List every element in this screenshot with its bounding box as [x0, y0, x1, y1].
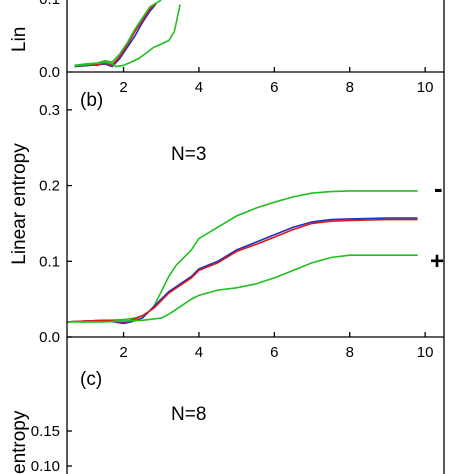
panel-c: 0.15 0.10 (c) N=8 entropy [9, 337, 445, 474]
panel-b-x-ticks: 2 4 6 8 10 [119, 332, 433, 361]
panel-b-axes [66, 72, 445, 338]
panel-b-xtick-label-4: 10 [417, 344, 434, 361]
panel-a-xtick-label-4: 10 [417, 79, 434, 96]
panel-c-label: (c) [80, 369, 102, 390]
panel-b-series [66, 190, 418, 325]
panel-b-label: (b) [80, 90, 103, 111]
panel-b-ytick-label-1: 0.1 [39, 253, 60, 270]
panel-a-series-2-line [74, 0, 162, 67]
panel-a-series-1-line [74, 1, 159, 67]
panel-a-ytick-partial: 0.1 [39, 0, 60, 8]
panel-a-ylabel: Lin [9, 27, 30, 52]
panel-b-xtick-label-1: 4 [195, 344, 203, 361]
panel-c-annotation: N=8 [171, 404, 206, 425]
panel-b-series-3-line [67, 254, 418, 323]
panel-b-xtick-label-0: 2 [119, 344, 127, 361]
panel-b-ylabel: Linear entropy [9, 143, 30, 265]
panel-a-series-0-line [74, 3, 157, 68]
panel-b-y-ticks: 0.0 0.1 0.2 0.3 [39, 102, 72, 346]
panel-b: 2 4 6 8 10 0.0 0.1 0.2 0.3 (b) N=3 Linear entro… [9, 72, 445, 361]
panel-a-axes [66, 0, 445, 73]
panel-a-series-3-line [74, 4, 181, 68]
panel-b-ytick-label-2: 0.2 [39, 178, 60, 195]
panel-c-y-ticks: 0.15 0.10 [31, 423, 72, 474]
panel-c-ylabel: entropy [9, 410, 30, 474]
panel-b-series-0-line [66, 190, 418, 323]
panel-a-ytick-0: 0.0 [39, 64, 60, 81]
panel-a-x-ticks: 2 4 6 8 10 [119, 67, 433, 96]
panel-a-series [74, 0, 181, 68]
panel-b-xtick-label-3: 8 [346, 344, 354, 361]
plus-marker: + [430, 248, 444, 275]
panel-a-xtick-label-1: 4 [195, 79, 203, 96]
panel-b-series-1-line [66, 217, 418, 325]
panel-c-ytick-label-0: 0.15 [31, 423, 60, 440]
panel-b-ytick-label-0: 0.0 [39, 329, 60, 346]
panel-b-xtick-label-2: 6 [270, 344, 278, 361]
panel-c-ytick-label-1: 0.10 [31, 458, 60, 474]
panel-a: 2 4 6 8 10 0.0 0.1 Lin [9, 0, 445, 96]
minus-marker: - [434, 173, 443, 203]
panel-a-xtick-label-2: 6 [270, 79, 278, 96]
panel-b-ytick-label-3: 0.3 [39, 102, 60, 119]
panel-b-series-2-line [66, 218, 418, 323]
panel-a-xtick-label-3: 8 [346, 79, 354, 96]
panel-b-annotation: N=3 [171, 144, 206, 165]
panel-a-xtick-label-0: 2 [119, 79, 127, 96]
